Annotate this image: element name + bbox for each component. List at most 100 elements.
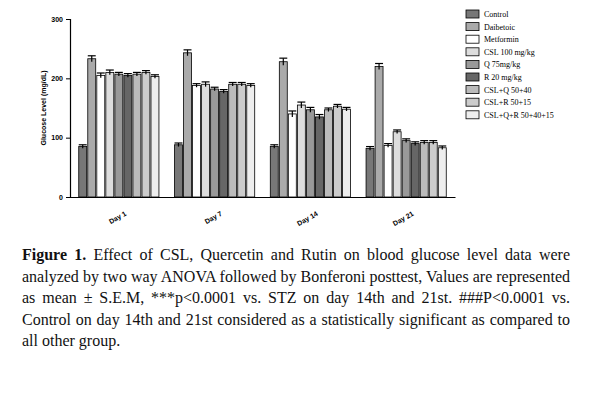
error-bar [366,147,374,151]
bar [151,77,159,197]
x-tick-label: Day 14 [296,210,320,228]
bar [270,147,278,197]
error-cap [124,73,132,74]
x-tick-label: Day 21 [392,210,416,228]
x-tick-label: Day 7 [203,210,223,226]
error-cap [334,104,342,105]
legend-item: Q 75mg/kg [466,60,520,69]
legend-label: R 20 mg/kg [484,73,522,82]
legend-item: CSL+Q 50+40 [466,86,531,95]
error-cap [142,70,150,71]
bar-series [151,75,446,197]
bar [106,72,114,197]
error-cap [175,142,183,143]
legend-label: CSL 100 mg/kg [484,48,535,57]
bar-series [124,74,419,197]
error-stem [205,82,206,87]
error-bar [175,143,183,147]
legend: ControlDaibetoicMetforminCSL 100 mg/kgQ … [466,10,554,120]
error-bar [79,145,87,149]
error-cap [184,49,192,50]
error-cap [411,141,419,142]
legend-item: Metformin [466,35,519,44]
legend-swatch [466,111,479,119]
bar [238,84,246,197]
error-stem [292,111,293,117]
error-bar [375,64,383,70]
legend-label: Control [484,10,509,19]
error-cap [420,140,428,141]
error-stem [109,70,110,75]
bar-series [97,73,392,197]
bar [384,145,392,197]
error-bar [420,141,428,145]
bar [306,110,314,197]
error-cap [79,144,87,145]
x-tick: Day 21 [392,197,416,228]
y-tick-label: 200 [51,75,63,82]
bar-series [106,70,401,197]
bar [79,147,87,197]
bar [343,109,351,197]
bar [420,142,428,197]
legend-swatch [466,60,479,68]
error-stem [283,58,284,65]
bar [115,74,123,197]
error-bar [88,56,96,62]
error-cap [297,101,305,102]
error-cap [324,107,332,108]
error-cap [247,83,255,84]
bar [438,148,446,197]
x-tick-label: Day 1 [108,210,128,226]
error-bar [124,74,132,78]
x-axis-line [71,197,456,198]
x-tick: Day 1 [108,197,128,226]
error-stem [301,102,302,108]
error-bar [193,84,201,88]
legend-item: R 20 mg/kg [466,73,522,82]
error-bar [184,50,192,56]
legend-label: CSL+Q 50+40 [484,86,531,95]
bar [211,89,219,197]
error-bar [220,90,228,94]
x-tick: Day 14 [296,197,320,228]
legend-swatch [466,86,479,94]
legend-label: Q 75mg/kg [484,60,520,69]
error-stem [91,56,92,62]
bar [315,117,323,197]
y-tick: 300 [51,16,70,23]
legend-swatch [466,35,479,43]
error-cap [429,140,437,141]
error-cap [133,72,141,73]
caption-title: Figure 1. [22,246,86,263]
error-bar [106,70,114,75]
error-cap [229,82,237,83]
error-bar [133,72,141,76]
legend-item: CSL 100 mg/kg [466,48,535,57]
bar-series [88,50,383,197]
error-cap [343,107,351,108]
error-bar [238,82,246,86]
error-cap [211,87,219,88]
legend-item: Control [466,10,509,19]
error-cap [288,110,296,111]
legend-swatch [466,48,479,56]
caption-text: Effect of CSL, Quercetin and Rutin on bl… [22,246,570,349]
bar [220,91,228,197]
error-cap [315,114,323,115]
error-stem [100,73,101,78]
error-bar [438,146,446,150]
error-bar [306,107,314,112]
error-bar [142,71,150,75]
error-cap [97,72,105,73]
bar [184,53,192,197]
bar [402,141,410,197]
bar-series [142,71,437,197]
bar [324,110,332,197]
plot-area [79,50,447,197]
error-cap [220,89,228,90]
y-axis-title: Glucose Level (mg/dL) [40,70,48,145]
error-cap [88,55,96,56]
bar-series [115,72,410,197]
bar-series [133,72,428,197]
